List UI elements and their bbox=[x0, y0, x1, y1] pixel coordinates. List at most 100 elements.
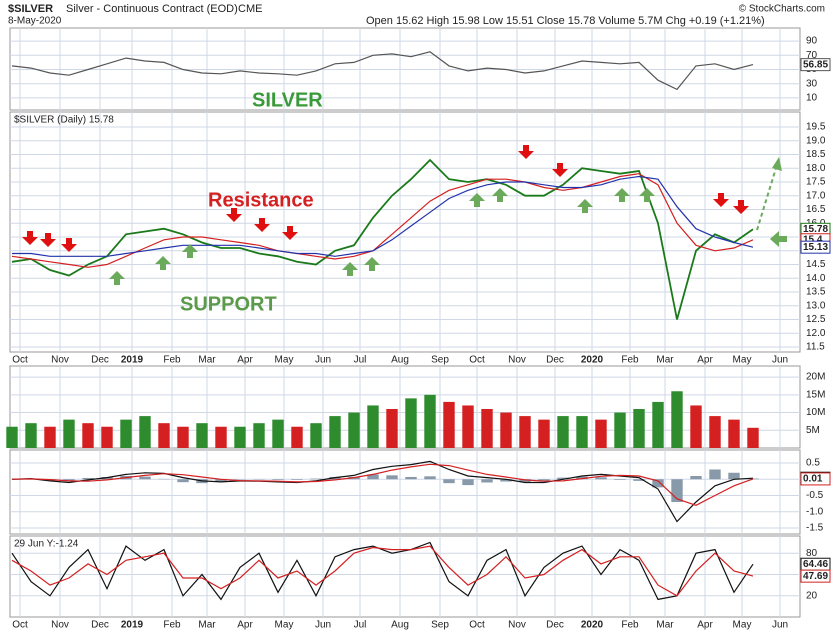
y-tick-label: 10M bbox=[806, 407, 825, 418]
volume-bar bbox=[633, 409, 645, 448]
series-line bbox=[12, 175, 754, 257]
histogram-bar bbox=[462, 479, 474, 486]
annotation: SUPPORT bbox=[180, 293, 277, 315]
volume-bar bbox=[177, 426, 189, 448]
up-arrow bbox=[614, 188, 630, 202]
y-tick-label: 17.5 bbox=[806, 177, 826, 188]
x-tick-label: May bbox=[275, 355, 294, 366]
volume-bar bbox=[120, 419, 132, 448]
panel-frame bbox=[9, 449, 801, 535]
x-tick-label: Jul bbox=[354, 355, 367, 366]
histogram-bar bbox=[424, 476, 436, 480]
series-line bbox=[11, 51, 754, 91]
y-tick-label: 90 bbox=[806, 36, 818, 47]
histogram-bar bbox=[671, 479, 683, 502]
name: Silver - Continuous Contract (EOD) bbox=[66, 3, 238, 15]
y-tick-label: 20 bbox=[806, 590, 818, 601]
last-value-label: 15.13 bbox=[803, 242, 828, 253]
volume-bar bbox=[614, 412, 626, 448]
series-line bbox=[11, 545, 754, 597]
x-tick-label: Oct bbox=[469, 355, 485, 366]
up-arrow bbox=[364, 257, 380, 271]
up-arrow bbox=[469, 193, 485, 207]
histogram-bar bbox=[443, 479, 455, 484]
last-value-label: 0.01 bbox=[803, 474, 823, 485]
last-value-tag bbox=[800, 472, 831, 486]
down-arrow bbox=[22, 231, 38, 245]
histogram-bar bbox=[215, 479, 227, 482]
volume-bar bbox=[386, 409, 398, 448]
volume-bar bbox=[690, 405, 702, 448]
histogram-bar bbox=[63, 479, 75, 481]
volume-bar bbox=[747, 427, 759, 448]
last-value-label: 64.46 bbox=[803, 559, 828, 570]
x-tick-label: Jul bbox=[354, 620, 367, 631]
y-tick-label: 18.5 bbox=[806, 149, 826, 160]
volume-bar bbox=[462, 405, 474, 448]
y-tick-label: 20M bbox=[806, 372, 825, 383]
volume-bar bbox=[272, 419, 284, 448]
up-arrow bbox=[492, 188, 508, 202]
last-value-label: 56.85 bbox=[803, 59, 828, 70]
x-tick-label: Mar bbox=[656, 620, 674, 631]
last-value-label: 47.69 bbox=[803, 571, 828, 582]
y-tick-label: 10 bbox=[806, 93, 818, 104]
y-tick-label: 70 bbox=[806, 50, 818, 61]
quote: Open 15.62 High 15.98 Low 15.51 Close 15… bbox=[366, 15, 765, 27]
last-value-label: 15.78 bbox=[803, 224, 828, 235]
date: 8-May-2020 bbox=[8, 16, 62, 27]
x-tick-label: Feb bbox=[163, 620, 181, 631]
up-arrow bbox=[342, 262, 358, 276]
series-line bbox=[11, 158, 754, 320]
histogram-bar bbox=[519, 479, 531, 482]
volume-bar bbox=[557, 416, 569, 448]
panel-legend: $SILVER (Daily) 15.78 bbox=[14, 115, 114, 126]
x-tick-label: Apr bbox=[697, 620, 713, 631]
y-tick-label: 15M bbox=[806, 389, 825, 400]
volume-bar bbox=[329, 416, 341, 448]
credit: © StockCharts.com bbox=[739, 4, 825, 15]
down-arrow bbox=[40, 233, 56, 247]
last-value-tag bbox=[800, 58, 831, 72]
histogram-bar bbox=[614, 479, 626, 480]
histogram-bar bbox=[747, 478, 759, 480]
y-tick-label: 14.0 bbox=[806, 273, 826, 284]
x-tick-label: May bbox=[733, 620, 752, 631]
y-tick-label: 18.0 bbox=[806, 163, 826, 174]
x-tick-label: Oct bbox=[469, 620, 485, 631]
projection-arrow bbox=[756, 167, 777, 231]
down-arrow bbox=[226, 208, 242, 222]
x-tick-label: Mar bbox=[198, 620, 216, 631]
volume-bar bbox=[63, 419, 75, 448]
x-tick-label: Dec bbox=[546, 620, 564, 631]
volume-bar bbox=[576, 416, 588, 448]
histogram-bar bbox=[690, 476, 702, 480]
histogram-bar bbox=[367, 474, 379, 480]
x-tick-label: Sep bbox=[431, 620, 449, 631]
x-tick-label: Jun bbox=[772, 355, 788, 366]
up-arrow bbox=[109, 271, 125, 285]
x-tick-label: Feb bbox=[163, 355, 181, 366]
volume-bar bbox=[405, 398, 417, 448]
down-arrow bbox=[61, 238, 77, 252]
y-tick-label: 19.5 bbox=[806, 122, 826, 133]
x-tick-label: Apr bbox=[237, 620, 253, 631]
volume-bar bbox=[500, 412, 512, 448]
x-tick-label: Nov bbox=[51, 355, 69, 366]
volume-bar bbox=[139, 416, 151, 448]
histogram-bar bbox=[177, 479, 189, 483]
histogram-bar bbox=[405, 476, 417, 480]
volume-bar bbox=[595, 419, 607, 448]
x-tick-label: Apr bbox=[237, 355, 253, 366]
volume-bar bbox=[652, 401, 664, 448]
histogram-bar bbox=[386, 475, 398, 480]
x-tick-label: Nov bbox=[508, 355, 526, 366]
last-value-tag bbox=[800, 240, 831, 254]
y-tick-label: 12.5 bbox=[806, 314, 826, 325]
symbol: $SILVER bbox=[8, 3, 53, 15]
volume-bar bbox=[709, 416, 721, 448]
y-tick-label: 14.5 bbox=[806, 259, 826, 270]
volume-bar bbox=[367, 405, 379, 448]
y-tick-label: 13.0 bbox=[806, 300, 826, 311]
